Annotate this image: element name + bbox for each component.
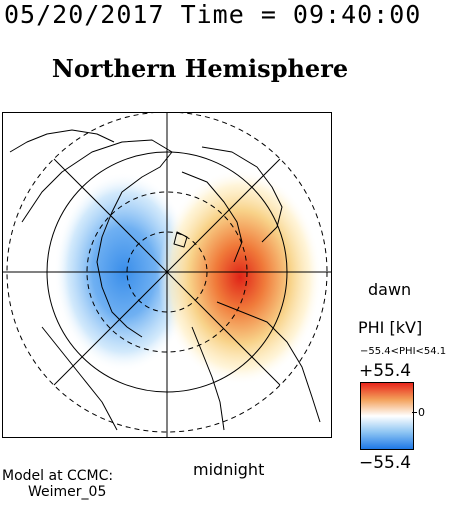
coastline (191, 326, 225, 431)
dawn-label: dawn (368, 280, 412, 299)
colorbar-max-label: +55.4 (359, 361, 412, 381)
coastline (9, 129, 115, 153)
credit-line-2: Weimer_05 (28, 484, 107, 500)
potential-field (54, 169, 322, 385)
potential-cell-positive (158, 169, 322, 385)
coastline (216, 301, 321, 423)
coastline (173, 231, 188, 248)
coastline (41, 326, 118, 431)
meridian-lines (2, 112, 332, 438)
coastline (201, 146, 283, 243)
colorbar-zero-label: 0 (418, 406, 425, 419)
colorbar-title: PHI [kV] (358, 318, 423, 337)
polar-map (2, 112, 332, 438)
coastline (181, 171, 243, 263)
header-datetime: 05/20/2017 Time = 09:40:00 (4, 0, 422, 29)
meridian-line (53, 158, 281, 386)
colorbar (360, 382, 414, 450)
colorbar-zero-tick (412, 412, 417, 413)
colorbar-min-label: −55.4 (359, 453, 412, 473)
coastline (21, 139, 173, 338)
midnight-label: midnight (193, 460, 265, 479)
colorbar-range: −55.4<PHI<54.1 (360, 346, 447, 357)
credit-line-1: Model at CCMC: (2, 468, 114, 484)
coastlines (9, 129, 321, 431)
plot-title: Northern Hemisphere (51, 54, 349, 83)
